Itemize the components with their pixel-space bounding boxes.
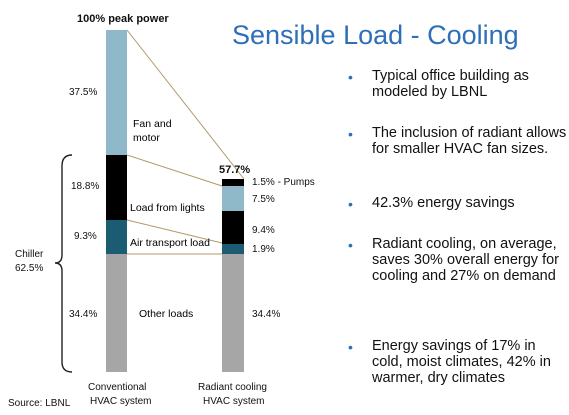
connector-lights [126, 219, 223, 244]
seg-label-fan-2: motor [133, 132, 160, 144]
connector-top [126, 29, 245, 180]
source-note: Source: LBNL [8, 398, 71, 409]
conv-value-lights: 18.8% [71, 181, 100, 192]
conv-caption-2: HVAC system [90, 396, 152, 407]
seg-label-other: Other loads [139, 308, 194, 320]
rad-value-air: 1.9% [252, 244, 275, 255]
chiller-value: 62.5% [15, 263, 44, 274]
rad-value-pumps: 1.5% - Pumps [252, 177, 315, 188]
bullet-dot-icon: • [348, 339, 353, 355]
rad-value-other: 34.4% [252, 309, 281, 320]
conv-value-fan: 37.5% [69, 87, 98, 98]
rad-seg-other [222, 254, 244, 372]
conv-caption-1: Conventional [88, 382, 147, 393]
bullet-text: Radiant cooling, on average, saves 30% o… [372, 236, 559, 284]
bullet-dot-icon: • [348, 196, 353, 212]
rad-seg-fan [222, 186, 244, 211]
conv-seg-lights [106, 155, 127, 220]
rad-seg-air [222, 244, 244, 254]
bullet-dot-icon: • [348, 237, 353, 253]
seg-label-air: Air transport load [130, 237, 210, 249]
bullet-dot-icon: • [348, 69, 353, 85]
connector-fan [126, 154, 223, 187]
bullet-text: Energy savings of 17% in cold, moist cli… [372, 338, 551, 386]
rad-caption-1: Radiant cooling [198, 382, 267, 393]
conv-value-air: 9.3% [74, 231, 97, 242]
peak-power-label: 100% peak power [77, 13, 169, 25]
conv-value-other: 34.4% [69, 309, 98, 320]
rad-value-lights: 9.4% [252, 225, 275, 236]
conv-seg-other [106, 254, 127, 372]
slide-title: Sensible Load - Cooling [232, 20, 519, 50]
chiller-brace [54, 154, 73, 373]
seg-label-fan-1: Fan and [133, 118, 172, 130]
bullet-text: The inclusion of radiant allows for smal… [372, 125, 567, 157]
bullet-text: 42.3% energy savings [372, 195, 515, 211]
bullet-text: Typical office building as modeled by LB… [372, 68, 529, 100]
conv-seg-air [106, 220, 127, 254]
chiller-label: Chiller [15, 249, 44, 260]
rad-seg-pumps [222, 179, 244, 186]
radiant-total-label: 57.7% [219, 164, 251, 176]
bullet-dot-icon: • [348, 126, 353, 142]
conv-seg-fan [106, 30, 127, 155]
rad-seg-lights [222, 211, 244, 244]
rad-value-fan: 7.5% [252, 194, 275, 205]
seg-label-lights: Load from lights [130, 202, 205, 214]
rad-caption-2: HVAC system [203, 396, 265, 407]
